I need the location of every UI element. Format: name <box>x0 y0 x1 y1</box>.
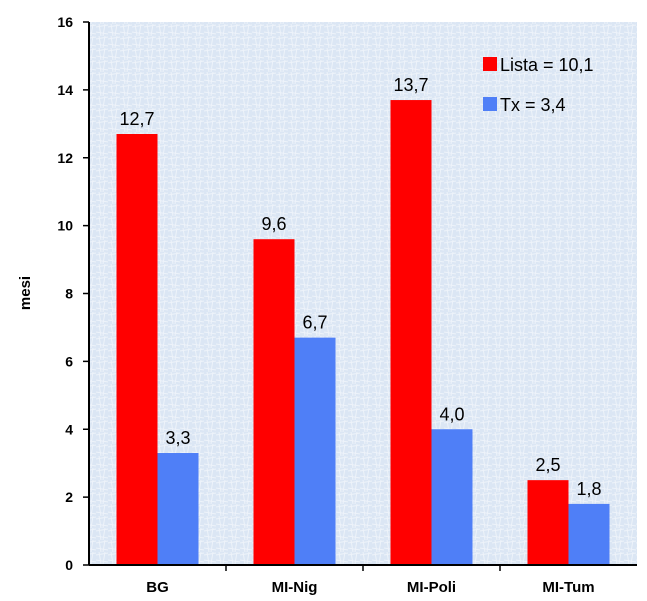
y-tick-label: 2 <box>65 489 73 505</box>
x-tick-labels: BG MI-Nig MI-Poli MI-Tum <box>146 565 595 596</box>
y-tick-label: 14 <box>57 82 73 98</box>
bar <box>431 429 473 565</box>
data-labels: 12,7 3,3 9,6 6,7 13,7 4,0 2,5 1,8 <box>119 75 601 499</box>
bar <box>527 480 569 565</box>
legend-swatch-tx <box>483 97 497 111</box>
bar <box>568 503 610 565</box>
data-label: 4,0 <box>439 404 464 424</box>
legend-label-tx: Tx = 3,4 <box>500 95 566 115</box>
y-tick-label: 4 <box>65 421 73 437</box>
y-tick-label: 6 <box>65 353 73 369</box>
data-label: 2,5 <box>535 455 560 475</box>
y-axis-label: mesi <box>17 276 34 310</box>
x-tick-label: BG <box>146 579 169 596</box>
x-tick-label: MI-Tum <box>542 579 594 596</box>
bar <box>294 337 336 565</box>
data-label: 1,8 <box>576 479 601 499</box>
y-tick-label: 0 <box>65 557 73 573</box>
legend-swatch-lista <box>483 57 497 71</box>
y-tick-label: 12 <box>57 150 73 166</box>
data-label: 6,7 <box>302 313 327 333</box>
legend: Lista = 10,1 Tx = 3,4 <box>483 55 594 115</box>
data-label: 13,7 <box>393 75 428 95</box>
data-label: 3,3 <box>165 428 190 448</box>
y-tick-label: 16 <box>57 14 73 30</box>
bar <box>157 453 199 565</box>
x-tick-label: MI-Poli <box>407 579 456 596</box>
legend-label-lista: Lista = 10,1 <box>500 55 594 75</box>
y-tick-label: 8 <box>65 286 73 302</box>
bar <box>253 239 295 565</box>
data-label: 12,7 <box>119 109 154 129</box>
bars <box>116 100 610 566</box>
y-tick-label: 10 <box>57 218 73 234</box>
x-tick-label: MI-Nig <box>272 579 318 596</box>
y-ticks: 0 2 4 6 8 10 12 14 16 <box>57 14 89 573</box>
data-label: 9,6 <box>261 214 286 234</box>
bar <box>390 100 432 566</box>
bar <box>116 133 158 565</box>
